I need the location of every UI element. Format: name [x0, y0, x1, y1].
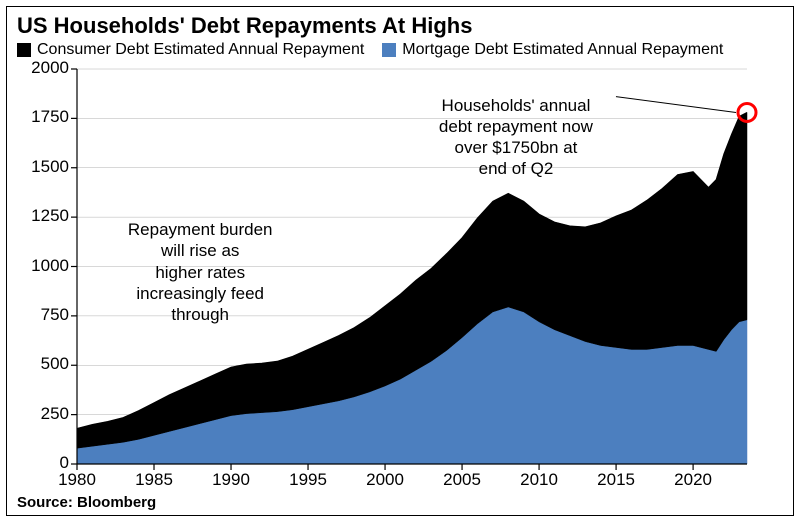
- y-tick-label: 1250: [19, 206, 69, 226]
- chart-inner-border: US Households' Debt Repayments At Highs …: [6, 6, 794, 516]
- y-tick-label: 1000: [19, 256, 69, 276]
- legend-item-mortgage: Mortgage Debt Estimated Annual Repayment: [382, 41, 723, 59]
- y-tick-label: 1750: [19, 107, 69, 127]
- legend-label-mortgage: Mortgage Debt Estimated Annual Repayment: [402, 41, 723, 59]
- x-tick-label: 2010: [520, 470, 558, 490]
- legend: Consumer Debt Estimated Annual Repayment…: [17, 41, 723, 59]
- y-tick-label: 250: [19, 404, 69, 424]
- legend-item-consumer: Consumer Debt Estimated Annual Repayment: [17, 41, 364, 59]
- y-tick-label: 1500: [19, 157, 69, 177]
- chart-title: US Households' Debt Repayments At Highs: [17, 13, 472, 39]
- x-tick-label: 1990: [212, 470, 250, 490]
- x-tick-label: 2020: [674, 470, 712, 490]
- legend-swatch-consumer: [17, 43, 31, 57]
- x-tick-label: 1980: [58, 470, 96, 490]
- y-tick-label: 2000: [19, 58, 69, 78]
- x-tick-label: 1995: [289, 470, 327, 490]
- x-tick-label: 2000: [366, 470, 404, 490]
- x-tick-label: 2015: [597, 470, 635, 490]
- source-text: Source: Bloomberg: [17, 494, 156, 511]
- chart-frame: US Households' Debt Repayments At Highs …: [0, 0, 800, 522]
- annotation-burden: Repayment burdenwill rise ashigher rates…: [90, 219, 310, 325]
- legend-label-consumer: Consumer Debt Estimated Annual Repayment: [37, 41, 364, 59]
- y-tick-label: 500: [19, 354, 69, 374]
- legend-swatch-mortgage: [382, 43, 396, 57]
- annotation-highs: Households' annualdebt repayment nowover…: [406, 95, 626, 180]
- x-tick-label: 1985: [135, 470, 173, 490]
- y-tick-label: 750: [19, 305, 69, 325]
- x-tick-label: 2005: [443, 470, 481, 490]
